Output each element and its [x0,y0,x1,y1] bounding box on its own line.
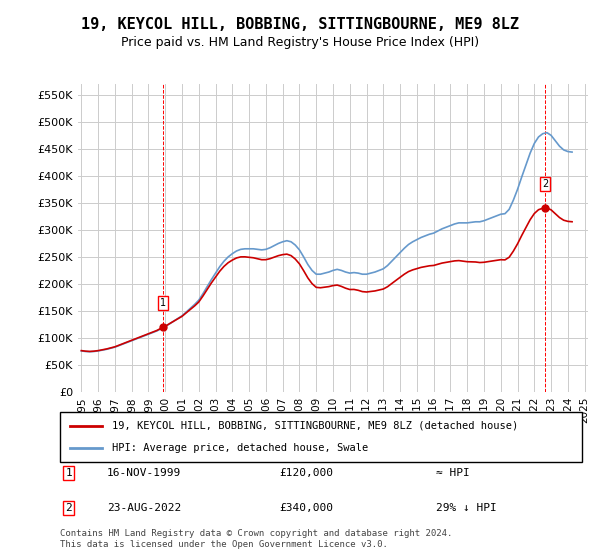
Text: 19, KEYCOL HILL, BOBBING, SITTINGBOURNE, ME9 8LZ (detached house): 19, KEYCOL HILL, BOBBING, SITTINGBOURNE,… [112,421,518,431]
Text: 1: 1 [160,298,166,308]
Text: Price paid vs. HM Land Registry's House Price Index (HPI): Price paid vs. HM Land Registry's House … [121,36,479,49]
Text: Contains HM Land Registry data © Crown copyright and database right 2024.
This d: Contains HM Land Registry data © Crown c… [60,529,452,549]
Text: ≈ HPI: ≈ HPI [436,468,470,478]
Text: 23-AUG-2022: 23-AUG-2022 [107,503,181,513]
Text: HPI: Average price, detached house, Swale: HPI: Average price, detached house, Swal… [112,443,368,453]
Text: 19, KEYCOL HILL, BOBBING, SITTINGBOURNE, ME9 8LZ: 19, KEYCOL HILL, BOBBING, SITTINGBOURNE,… [81,17,519,32]
Text: 16-NOV-1999: 16-NOV-1999 [107,468,181,478]
Text: £340,000: £340,000 [279,503,333,513]
Text: 1: 1 [65,468,72,478]
Text: 2: 2 [65,503,72,513]
Text: 29% ↓ HPI: 29% ↓ HPI [436,503,497,513]
Text: 2: 2 [542,179,548,189]
Text: £120,000: £120,000 [279,468,333,478]
FancyBboxPatch shape [60,412,582,462]
